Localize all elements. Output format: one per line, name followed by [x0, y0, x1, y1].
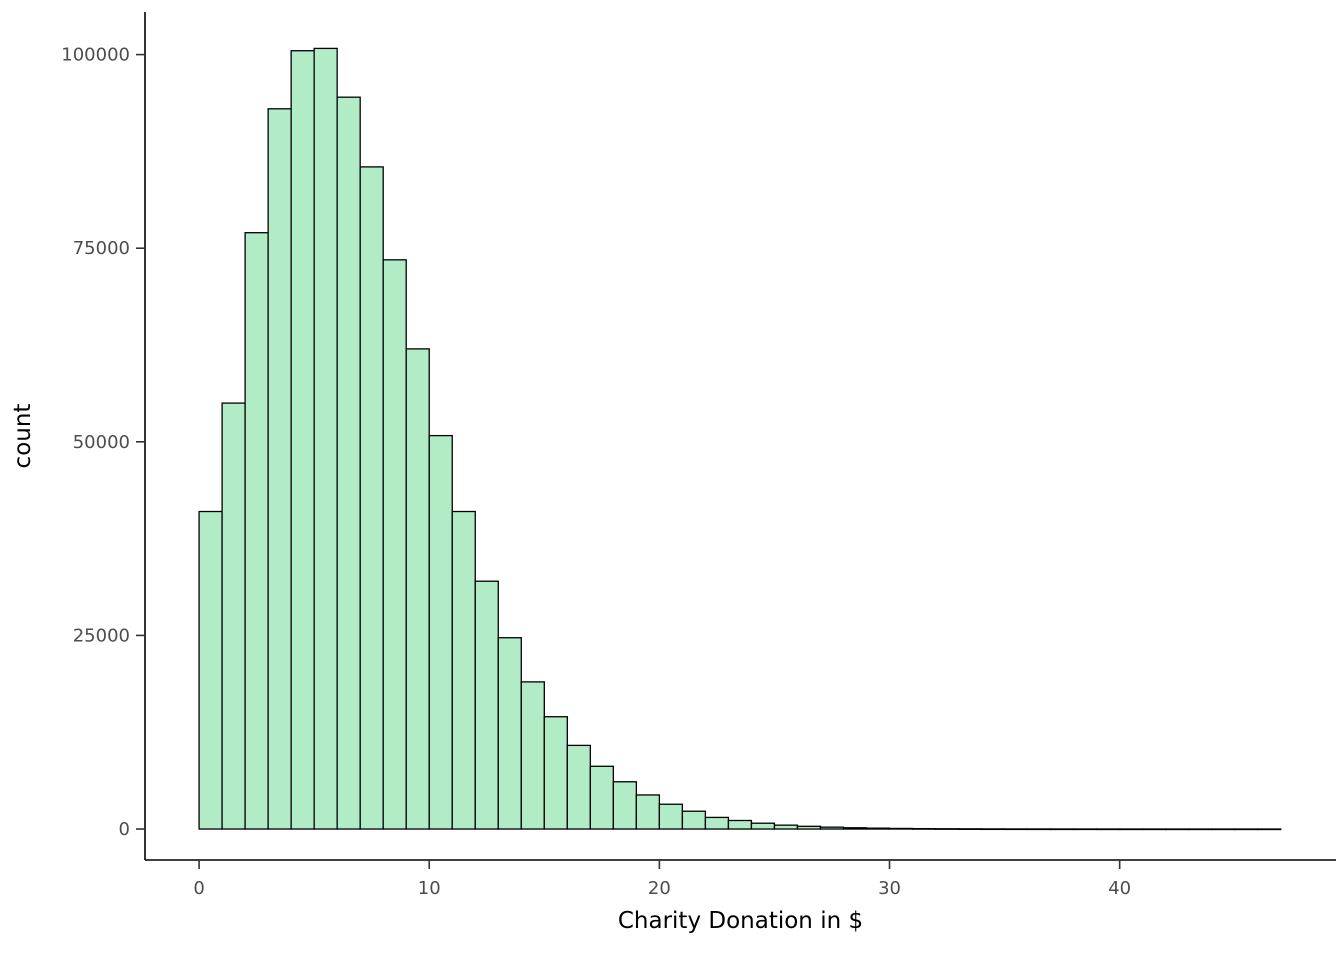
y-tick-label: 50000 — [73, 432, 130, 453]
histogram-bar — [911, 827, 937, 830]
y-tick-label: 25000 — [73, 625, 130, 646]
histogram-bar — [1211, 828, 1236, 831]
histogram-bar — [612, 781, 638, 830]
x-tick-label: 20 — [648, 878, 671, 899]
histogram-bar — [198, 510, 223, 830]
histogram-bar — [244, 232, 269, 830]
histogram-bar — [1165, 828, 1190, 831]
histogram-bar — [957, 828, 983, 830]
histogram-bar — [1142, 828, 1167, 831]
histogram-bar — [1026, 828, 1052, 831]
histogram-bar — [382, 259, 407, 830]
histogram-bar — [888, 827, 914, 830]
y-tick-label: 0 — [119, 819, 130, 840]
histogram-bar — [589, 765, 614, 830]
histogram-bar — [497, 637, 522, 830]
histogram-bar — [796, 825, 822, 830]
histogram-bar — [474, 580, 499, 830]
histogram-bar — [428, 434, 453, 830]
histogram-bar — [865, 827, 891, 830]
y-axis-title: count — [10, 404, 36, 469]
histogram-bar — [543, 716, 568, 830]
histogram-bar — [1049, 828, 1075, 831]
x-tick-label: 30 — [878, 878, 901, 899]
histogram-bar — [635, 794, 661, 830]
x-tick-label: 40 — [1108, 878, 1131, 899]
histogram-bar — [405, 348, 430, 830]
histogram-bar — [1003, 828, 1029, 831]
histogram-bar — [727, 819, 753, 830]
histogram-bar — [336, 96, 361, 830]
histogram-bar — [451, 510, 476, 830]
histogram-bar — [750, 822, 776, 830]
histogram-bar — [819, 826, 845, 830]
histogram-bar — [1096, 828, 1121, 831]
histogram-bar — [704, 816, 730, 830]
histogram-bar — [773, 824, 799, 830]
y-tick-label: 100000 — [61, 45, 130, 66]
x-axis-title: Charity Donation in $ — [618, 908, 863, 934]
y-tick-label: 75000 — [73, 238, 130, 259]
histogram-bar — [980, 828, 1006, 831]
histogram-bar — [1234, 828, 1259, 831]
histogram-bar — [658, 803, 684, 830]
histogram-bar — [267, 108, 292, 830]
histogram-bar — [681, 810, 707, 830]
histogram-bar — [1119, 828, 1144, 831]
histogram-bar — [520, 681, 545, 830]
histogram-bar — [359, 166, 384, 830]
histogram-bar — [1072, 828, 1098, 831]
histogram-bar — [842, 827, 868, 830]
histogram-bar — [934, 828, 960, 830]
histogram-bar — [290, 50, 315, 830]
x-tick-label: 0 — [193, 878, 204, 899]
histogram-bar — [566, 744, 591, 830]
histogram-bar — [221, 402, 246, 830]
histogram-bar — [1188, 828, 1213, 831]
histogram-bar — [1257, 828, 1282, 831]
x-tick-label: 10 — [418, 878, 441, 899]
histogram-bar — [313, 47, 338, 830]
